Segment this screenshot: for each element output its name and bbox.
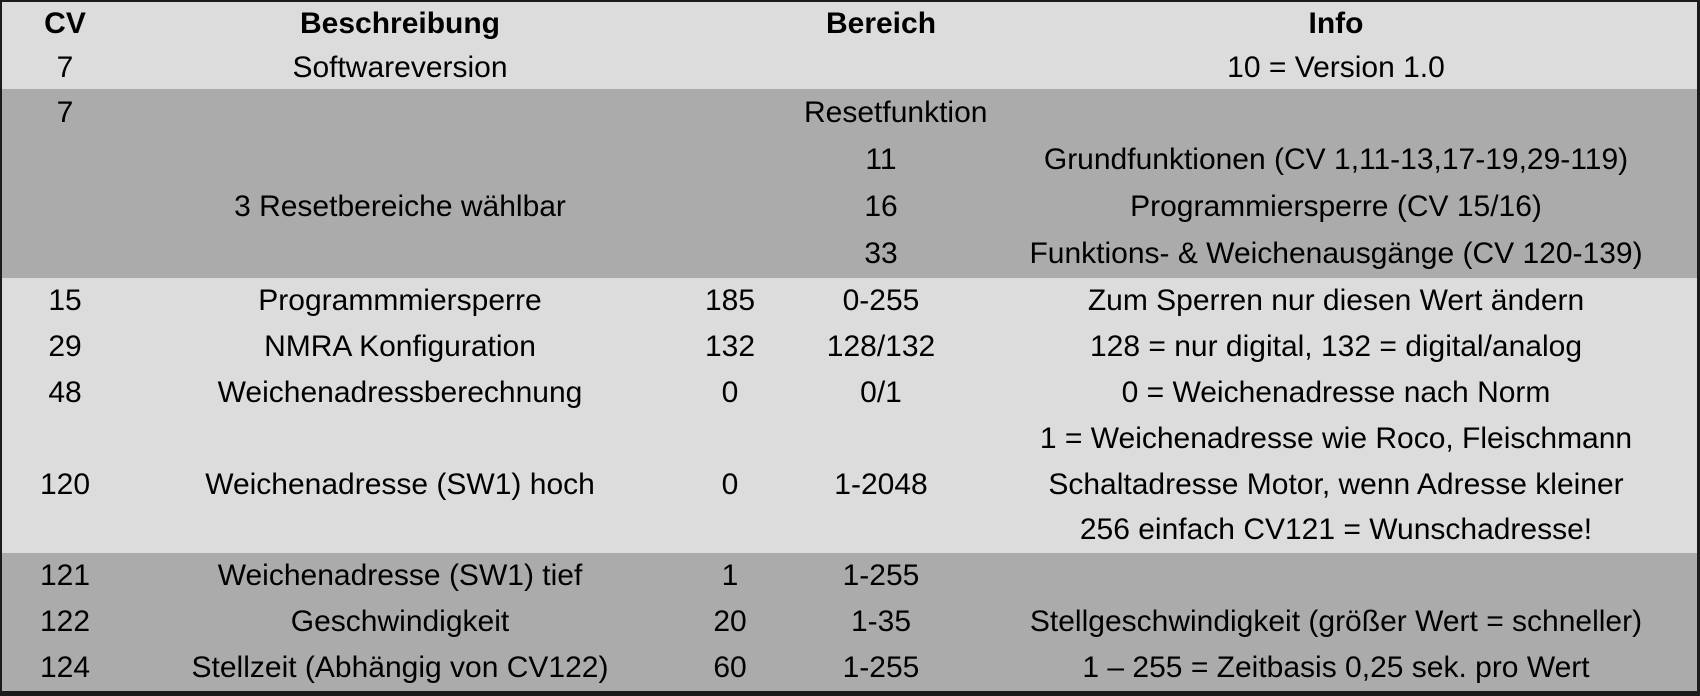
table-row: 15 Programmmiersperre 185 0-255 Zum Sperren … [0,278,1700,324]
table-row: 122 Geschwindigkeit 20 1-35 Stellgeschwindig… [0,599,1700,645]
cell-beschreibung: Programmmiersperre [258,284,542,317]
table-row: 120 Weichenadresse (SW1) hoch 0 1-2048 Schal… [0,462,1700,507]
table-row: 48 Weichenadressberechnung 0 0/1 0 = Weichen… [0,370,1700,416]
cell-wert: 0 [721,376,739,409]
table-row: 1 = Weichenadresse wie Roco, Fleischmann [0,416,1700,462]
table-row: 29 NMRA Konfiguration 132 128/132 128 = nur … [0,324,1700,370]
cell-bereich: 0/1 [860,376,902,409]
cell-info: Grundfunktionen (CV 1,11-13,17-19,29-119… [1043,142,1629,176]
header-info: Info [1308,6,1364,40]
cell-cv: 120 [39,467,91,501]
cell-cv: 121 [39,559,91,592]
cell-info: 1 – 255 = Zeitbasis 0,25 sek. pro Wert [1082,651,1590,684]
cell-wert: 1 [721,559,739,592]
cell-cv: 122 [39,605,91,638]
table-border-right [1697,0,1700,696]
table-row: 11 Grundfunktionen (CV 1,11-13,17-19,29-1… [0,136,1700,183]
cell-cv: 124 [39,651,91,684]
table-header-row: CV Beschreibung Bereich Info [0,0,1700,47]
cell-info: Zum Sperren nur diesen Wert ändern [1087,284,1585,317]
table-row: 7 Softwareversion 10 = Version 1.0 [0,47,1700,89]
cell-resetfunktion: Resetfunktion [804,95,988,129]
cell-info: 10 = Version 1.0 [1227,51,1445,84]
cell-wert: 20 [713,605,747,638]
cell-beschreibung: Weichenadresse (SW1) tief [217,559,583,592]
cell-beschreibung: NMRA Konfiguration [264,330,536,363]
cell-wert: 132 [704,330,756,363]
cell-wert: 185 [704,284,756,317]
cell-info: 256 einfach CV121 = Wunschadresse! [1079,513,1593,546]
header-bereich: Bereich [825,6,937,40]
table-row: 121 Weichenadresse (SW1) tief 1 1-255 [0,553,1700,599]
cell-info: Stellgeschwindigkeit (größer Wert = schn… [1029,605,1643,638]
cell-beschreibung: Geschwindigkeit [290,605,510,638]
table-row: 33 Funktions- & Weichenausgänge (CV 120-1… [0,230,1700,278]
cell-bereich: 1-2048 [834,467,928,501]
cell-cv: 7 [56,51,74,84]
cell-info: 1 = Weichenadresse wie Roco, Fleischmann [1039,422,1633,455]
cell-cv: 7 [56,95,74,129]
cell-bereich: 11 [865,142,897,176]
cell-beschreibung: Stellzeit (Abhängig von CV122) [191,651,609,684]
cell-info: 0 = Weichenadresse nach Norm [1121,376,1551,409]
cell-bereich: 0-255 [842,284,920,317]
cell-bereich: 1-35 [850,605,912,638]
table-row: 3 Resetbereiche wählbar 16 Programmiersper… [0,183,1700,230]
cell-wert: 60 [713,651,747,684]
header-beschreibung: Beschreibung [299,6,501,40]
cell-beschreibung: Softwareversion [292,51,508,84]
table-border-bottom [0,691,1700,696]
table-row: 7 Resetfunktion [0,89,1700,136]
cell-bereich: 1-255 [842,651,920,684]
cell-info: Funktions- & Weichenausgänge (CV 120-139… [1029,237,1643,270]
header-cv: CV [44,6,86,40]
table-border-top [0,0,1700,2]
cell-wert: 0 [721,467,739,501]
cell-info: 128 = nur digital, 132 = digital/analog [1089,330,1583,363]
cell-cv: 29 [48,330,82,363]
cell-beschreibung: Weichenadresse (SW1) hoch [205,467,595,501]
cell-cv: 15 [48,284,82,317]
table-row: 124 Stellzeit (Abhängig von CV122) 60 1-255… [0,645,1700,691]
cell-beschreibung: 3 Resetbereiche wählbar [234,189,566,223]
cell-bereich: 33 [864,237,898,270]
cell-bereich: 128/132 [826,330,936,363]
cell-bereich: 16 [864,189,898,223]
cell-bereich: 1-255 [842,559,920,592]
cell-cv: 48 [48,376,82,409]
table-border-left [0,0,2,696]
cell-info: Schaltadresse Motor, wenn Adresse kleine… [1048,467,1624,501]
table-row: 256 einfach CV121 = Wunschadresse! [0,507,1700,553]
cell-info: Programmiersperre (CV 15/16) [1130,189,1542,223]
cell-beschreibung: Weichenadressberechnung [217,376,583,409]
